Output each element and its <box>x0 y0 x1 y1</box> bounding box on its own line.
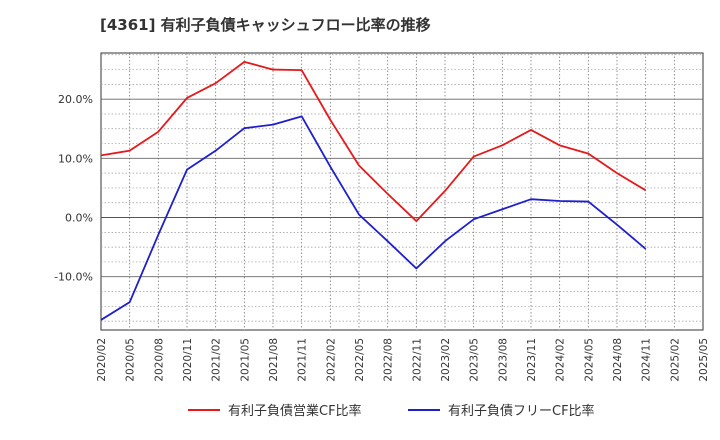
x-tick-label: 2025/05 <box>698 338 710 382</box>
plot-frame <box>100 52 704 331</box>
x-tick-label: 2023/11 <box>526 338 538 382</box>
x-tick-label: 2021/11 <box>297 338 309 382</box>
series-line-1 <box>100 60 647 222</box>
y-tick-label: 10.0% <box>58 152 93 165</box>
x-tick-label: 2022/11 <box>411 338 423 382</box>
y-tick-label: 0.0% <box>65 212 93 225</box>
x-tick-label: 2024/02 <box>555 338 567 382</box>
x-tick-label: 2021/08 <box>268 338 280 382</box>
series-lines <box>100 60 647 321</box>
x-tick-label: 2020/02 <box>96 338 108 382</box>
grid <box>101 53 703 330</box>
plot-area <box>100 52 704 331</box>
x-tick-label: 2023/08 <box>497 338 509 382</box>
x-tick-label: 2024/05 <box>583 338 595 382</box>
x-tick-label: 2022/02 <box>325 338 337 382</box>
x-axis: 2020/02 2020/05 2020/08 2020/11 2021/02 2021/… <box>96 338 710 382</box>
x-tick-label: 2025/02 <box>669 338 681 382</box>
x-tick-label: 2022/05 <box>354 338 366 382</box>
x-tick-label: 2023/02 <box>440 338 452 382</box>
x-tick-label: 2022/08 <box>383 338 395 382</box>
legend-label-1: 有利子負債営業CF比率 <box>228 403 362 419</box>
x-tick-label: 2020/05 <box>125 338 137 382</box>
series-line-2 <box>100 115 647 321</box>
x-tick-label: 2023/05 <box>469 338 481 382</box>
x-tick-label: 2021/02 <box>211 338 223 382</box>
legend-label-2: 有利子負債フリーCF比率 <box>448 403 595 419</box>
x-tick-label: 2024/08 <box>612 338 624 382</box>
x-tick-label: 2024/11 <box>641 338 653 382</box>
x-tick-label: 2020/11 <box>182 338 194 382</box>
chart-title: [4361] 有利子負債キャッシュフロー比率の推移 <box>100 16 431 34</box>
y-tick-label: 20.0% <box>58 93 93 106</box>
x-tick-label: 2021/05 <box>239 338 251 382</box>
y-tick-label: -10.0% <box>54 271 93 284</box>
x-tick-label: 2020/08 <box>153 338 165 382</box>
legend: 有利子負債営業CF比率 有利子負債フリーCF比率 <box>188 403 595 419</box>
y-axis: -10.0% 0.0% 10.0% 20.0% <box>54 93 93 284</box>
